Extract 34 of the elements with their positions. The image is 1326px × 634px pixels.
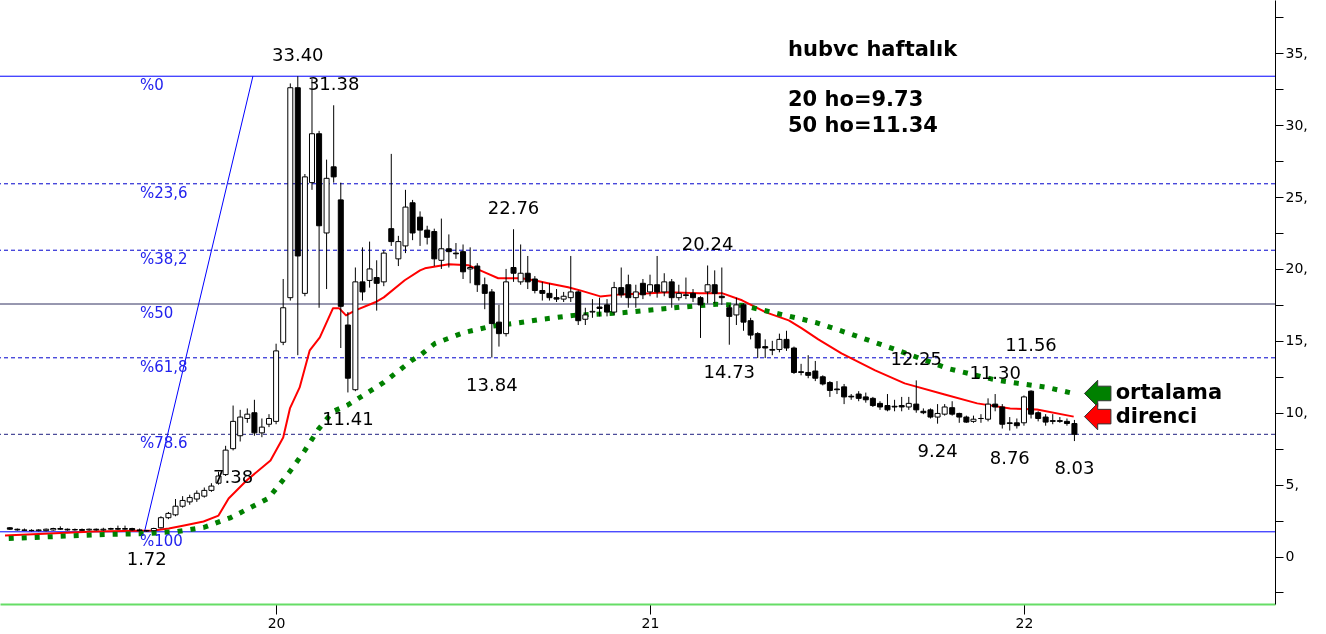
- x-tick-label: 21: [641, 614, 660, 631]
- annotation: %23,6: [140, 183, 188, 202]
- annotation: 31.38: [307, 73, 360, 95]
- y-tick-label: 0: [1285, 548, 1295, 565]
- y-tick-label: 30,: [1285, 116, 1308, 133]
- annotation: 33.40: [272, 44, 324, 66]
- y-tick-label: 20,: [1285, 260, 1308, 277]
- annotation: %0: [140, 76, 164, 95]
- text: hubvc haftalık: [788, 37, 959, 61]
- annotation: 9.24: [917, 439, 958, 461]
- annotation: 14.73: [703, 360, 756, 382]
- annotation: 20 ho=9.73: [788, 87, 924, 111]
- annotation: ortalama: [1115, 380, 1223, 405]
- annotation: 11.41: [322, 408, 374, 430]
- annotation: 20.24: [681, 233, 734, 255]
- annotation: 11.30: [969, 362, 1021, 384]
- y-tick-label: 35,: [1285, 44, 1308, 61]
- x-tick-label: 22: [1015, 614, 1034, 631]
- annotation: 1.72: [126, 547, 167, 569]
- y-tick-label: 25,: [1285, 188, 1308, 205]
- annotation: 22.76: [487, 197, 540, 219]
- annotation: direnci: [1115, 403, 1198, 428]
- annotation: 50 ho=11.34: [788, 113, 938, 137]
- x-tick-label: 20: [267, 614, 286, 631]
- annotation: 8.76: [989, 446, 1030, 468]
- y-tick-label: 15,: [1285, 332, 1308, 349]
- annotation: %50: [140, 304, 174, 323]
- annotation: 8.03: [1054, 457, 1095, 479]
- y-tick-label: 10,: [1285, 404, 1308, 421]
- annotation: %100: [140, 531, 183, 550]
- annotation: 13.84: [466, 373, 518, 395]
- annotation: %38,2: [140, 250, 188, 269]
- y-tick-label: 5,: [1285, 476, 1299, 493]
- annotation: 11.56: [1005, 334, 1057, 356]
